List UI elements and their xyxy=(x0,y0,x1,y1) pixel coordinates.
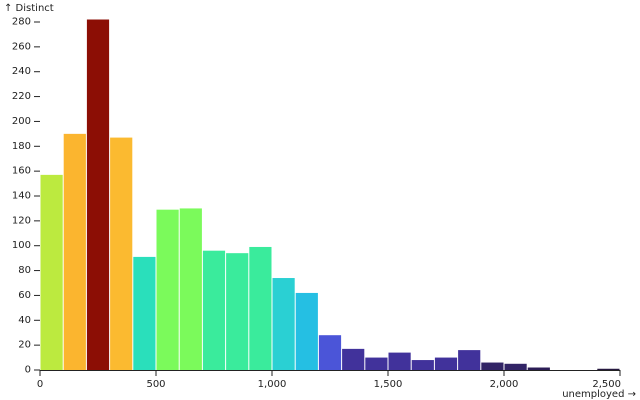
x-tick-label: 2,000 xyxy=(490,379,519,390)
histogram-bar-9 xyxy=(249,246,272,370)
histogram-bar-13 xyxy=(342,348,365,370)
y-tick-label: 140 xyxy=(12,191,31,202)
histogram-bar-12 xyxy=(318,335,342,370)
y-tick-label: 200 xyxy=(12,116,31,127)
histogram-bar-4 xyxy=(133,256,156,370)
y-axis: 0 20 40 60 80 100 120 140 160 180 200 220 240 260 280 xyxy=(12,17,40,376)
histogram-bar-8 xyxy=(226,253,249,370)
histogram-bar-14 xyxy=(365,357,388,370)
y-tick-label: 80 xyxy=(18,265,31,276)
y-tick-label: 180 xyxy=(12,141,31,152)
x-tick-label: 500 xyxy=(146,379,165,390)
x-tick-label: 0 xyxy=(37,379,43,390)
histogram-bar-24 xyxy=(597,368,620,370)
histogram-bar-2 xyxy=(86,19,110,370)
y-tick-label: 100 xyxy=(12,240,31,251)
y-tick-label: 240 xyxy=(12,66,31,77)
y-tick-label: 280 xyxy=(12,17,31,28)
x-tick-label: 2,500 xyxy=(592,379,621,390)
x-axis-title: unemployed → xyxy=(562,389,636,400)
histogram-bar-5 xyxy=(156,209,179,370)
x-axis: 0 500 1,000 1,500 2,000 2,500 xyxy=(37,370,621,390)
histogram-bar-11 xyxy=(295,292,318,370)
histogram-bar-6 xyxy=(179,208,202,370)
x-tick-label: 1,000 xyxy=(258,379,287,390)
bars-group xyxy=(40,19,620,370)
histogram-bar-19 xyxy=(481,362,504,370)
histogram-bar-17 xyxy=(434,357,458,370)
y-tick-label: 20 xyxy=(18,340,31,351)
y-axis-title: ↑ Distinct xyxy=(4,3,54,14)
y-tick-label: 120 xyxy=(12,215,31,226)
x-tick-label: 1,500 xyxy=(374,379,403,390)
histogram-bar-1 xyxy=(63,133,86,370)
histogram-bar-15 xyxy=(388,352,411,370)
y-tick-label: 260 xyxy=(12,41,31,52)
histogram-bar-10 xyxy=(272,278,295,370)
histogram-bar-18 xyxy=(458,350,481,370)
histogram-bar-20 xyxy=(504,363,527,370)
histogram-bar-3 xyxy=(110,137,133,370)
y-tick-label: 0 xyxy=(25,365,31,376)
y-tick-label: 160 xyxy=(12,166,31,177)
y-tick-label: 220 xyxy=(12,91,31,102)
y-tick-label: 40 xyxy=(18,315,31,326)
histogram-bar-0 xyxy=(40,174,63,370)
histogram-bar-7 xyxy=(202,250,226,370)
y-tick-label: 60 xyxy=(18,290,31,301)
histogram-bar-21 xyxy=(527,367,550,370)
histogram-bar-16 xyxy=(411,360,434,370)
